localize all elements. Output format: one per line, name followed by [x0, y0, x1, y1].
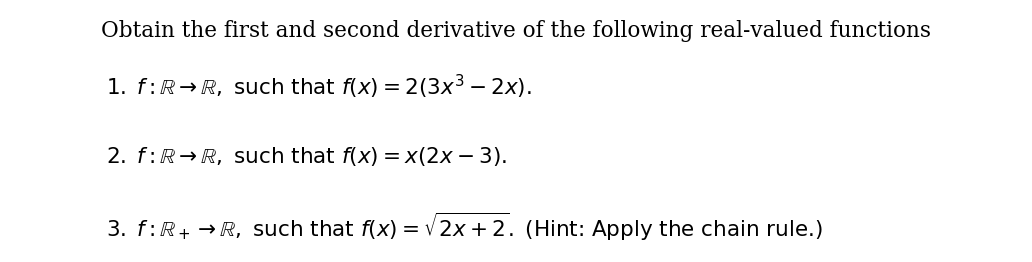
Text: Obtain the first and second derivative of the following real-valued functions: Obtain the first and second derivative o… — [101, 20, 931, 42]
Text: $2.\;  f:\mathbb{R} \to \mathbb{R},\text{ such that }  f(x) = x(2x - 3).$: $2.\; f:\mathbb{R} \to \mathbb{R},\text{… — [106, 145, 508, 168]
Text: $1.\;  f:\mathbb{R} \to \mathbb{R},\text{ such that }  f(x) = 2(3x^3 - 2x).$: $1.\; f:\mathbb{R} \to \mathbb{R},\text{… — [106, 73, 533, 101]
Text: $3.\;  f:\mathbb{R}_+ \to \mathbb{R},\text{ such that }  f(x) = \sqrt{2x+2}.\; \: $3.\; f:\mathbb{R}_+ \to \mathbb{R},\tex… — [106, 211, 824, 243]
